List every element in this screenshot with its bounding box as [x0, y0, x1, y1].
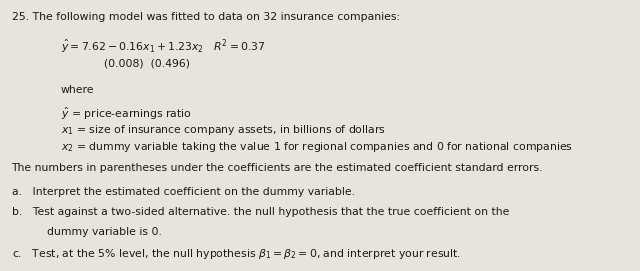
- Text: c.   Test, at the 5% level, the null hypothesis $\beta_1 = \beta_2 = 0$, and int: c. Test, at the 5% level, the null hypot…: [12, 247, 461, 261]
- Text: (0.008)  (0.496): (0.008) (0.496): [104, 58, 189, 68]
- Text: $\hat{y}$ = price-earnings ratio: $\hat{y}$ = price-earnings ratio: [61, 106, 192, 122]
- Text: b.   Test against a two-sided alternative. the null hypothesis that the true coe: b. Test against a two-sided alternative.…: [12, 207, 509, 217]
- Text: $\hat{y} = 7.62 - 0.16x_1 + 1.23x_2 \quad R^2 = 0.37$: $\hat{y} = 7.62 - 0.16x_1 + 1.23x_2 \qua…: [61, 38, 266, 56]
- Text: 25. The following model was fitted to data on 32 insurance companies:: 25. The following model was fitted to da…: [12, 12, 399, 22]
- Text: where: where: [61, 85, 94, 95]
- Text: $x_2$ = dummy variable taking the value 1 for regional companies and 0 for natio: $x_2$ = dummy variable taking the value …: [61, 140, 573, 154]
- Text: dummy variable is 0.: dummy variable is 0.: [47, 227, 161, 237]
- Text: a.   Interpret the estimated coefficient on the dummy variable.: a. Interpret the estimated coefficient o…: [12, 187, 355, 197]
- Text: $x_1$ = size of insurance company assets, in billions of dollars: $x_1$ = size of insurance company assets…: [61, 123, 386, 137]
- Text: The numbers in parentheses under the coefficients are the estimated coefficient : The numbers in parentheses under the coe…: [12, 163, 543, 173]
